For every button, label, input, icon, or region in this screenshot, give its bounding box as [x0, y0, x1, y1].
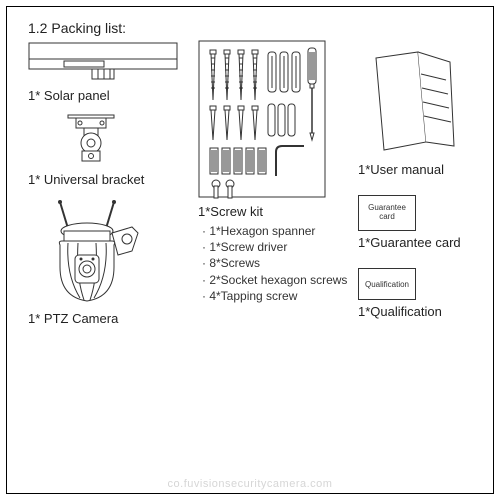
screw-kit-item: 1*Screw kit · 1*Hexagon spanner· 1*Screw…	[198, 40, 348, 304]
qualification-card-icon: Qualification	[358, 268, 416, 300]
screw-kit-list-item: · 1*Hexagon spanner	[202, 223, 348, 239]
camera-item: 1* PTZ Camera	[28, 197, 178, 326]
bracket-label: 1* Universal bracket	[28, 172, 178, 187]
watermark-text: co.fuvisionsecuritycamera.com	[0, 478, 500, 490]
column-middle: 1*Screw kit · 1*Hexagon spanner· 1*Screw…	[198, 40, 348, 314]
manual-item: 1*User manual	[358, 48, 488, 177]
qualification-label: 1*Qualification	[358, 304, 488, 319]
column-left: 1.2 Packing list: 1* Solar panel	[28, 20, 178, 336]
guarantee-item: Guarantee card 1*Guarantee card	[358, 195, 488, 250]
packing-list-heading: 1.2 Packing list:	[28, 20, 178, 36]
manual-label: 1*User manual	[358, 162, 488, 177]
qualification-boxtext: Qualification	[365, 280, 409, 289]
qualification-item: Qualification 1*Qualification	[358, 268, 488, 319]
solar-panel-item: 1* Solar panel	[28, 42, 178, 103]
screw-kit-contents: · 1*Hexagon spanner· 1*Screw driver· 8*S…	[198, 223, 348, 304]
user-manual-icon	[358, 48, 468, 158]
screw-kit-list-item: · 4*Tapping screw	[202, 288, 348, 304]
solar-panel-icon	[28, 42, 178, 84]
guarantee-boxtext: Guarantee card	[362, 204, 412, 222]
camera-label: 1* PTZ Camera	[28, 311, 178, 326]
bracket-icon	[58, 113, 128, 168]
screw-kit-label: 1*Screw kit	[198, 204, 348, 219]
guarantee-card-icon: Guarantee card	[358, 195, 416, 231]
bracket-item: 1* Universal bracket	[28, 113, 178, 187]
screw-kit-list-item: · 8*Screws	[202, 255, 348, 271]
content-area: 1.2 Packing list: 1* Solar panel	[28, 20, 480, 464]
screw-kit-icon	[198, 40, 326, 200]
solar-panel-label: 1* Solar panel	[28, 88, 178, 103]
screw-kit-list-item: · 1*Screw driver	[202, 239, 348, 255]
ptz-camera-icon	[32, 197, 152, 307]
column-right: 1*User manual Guarantee card 1*Guarantee…	[358, 48, 488, 329]
guarantee-label: 1*Guarantee card	[358, 235, 488, 250]
screw-kit-list-item: · 2*Socket hexagon screws	[202, 272, 348, 288]
